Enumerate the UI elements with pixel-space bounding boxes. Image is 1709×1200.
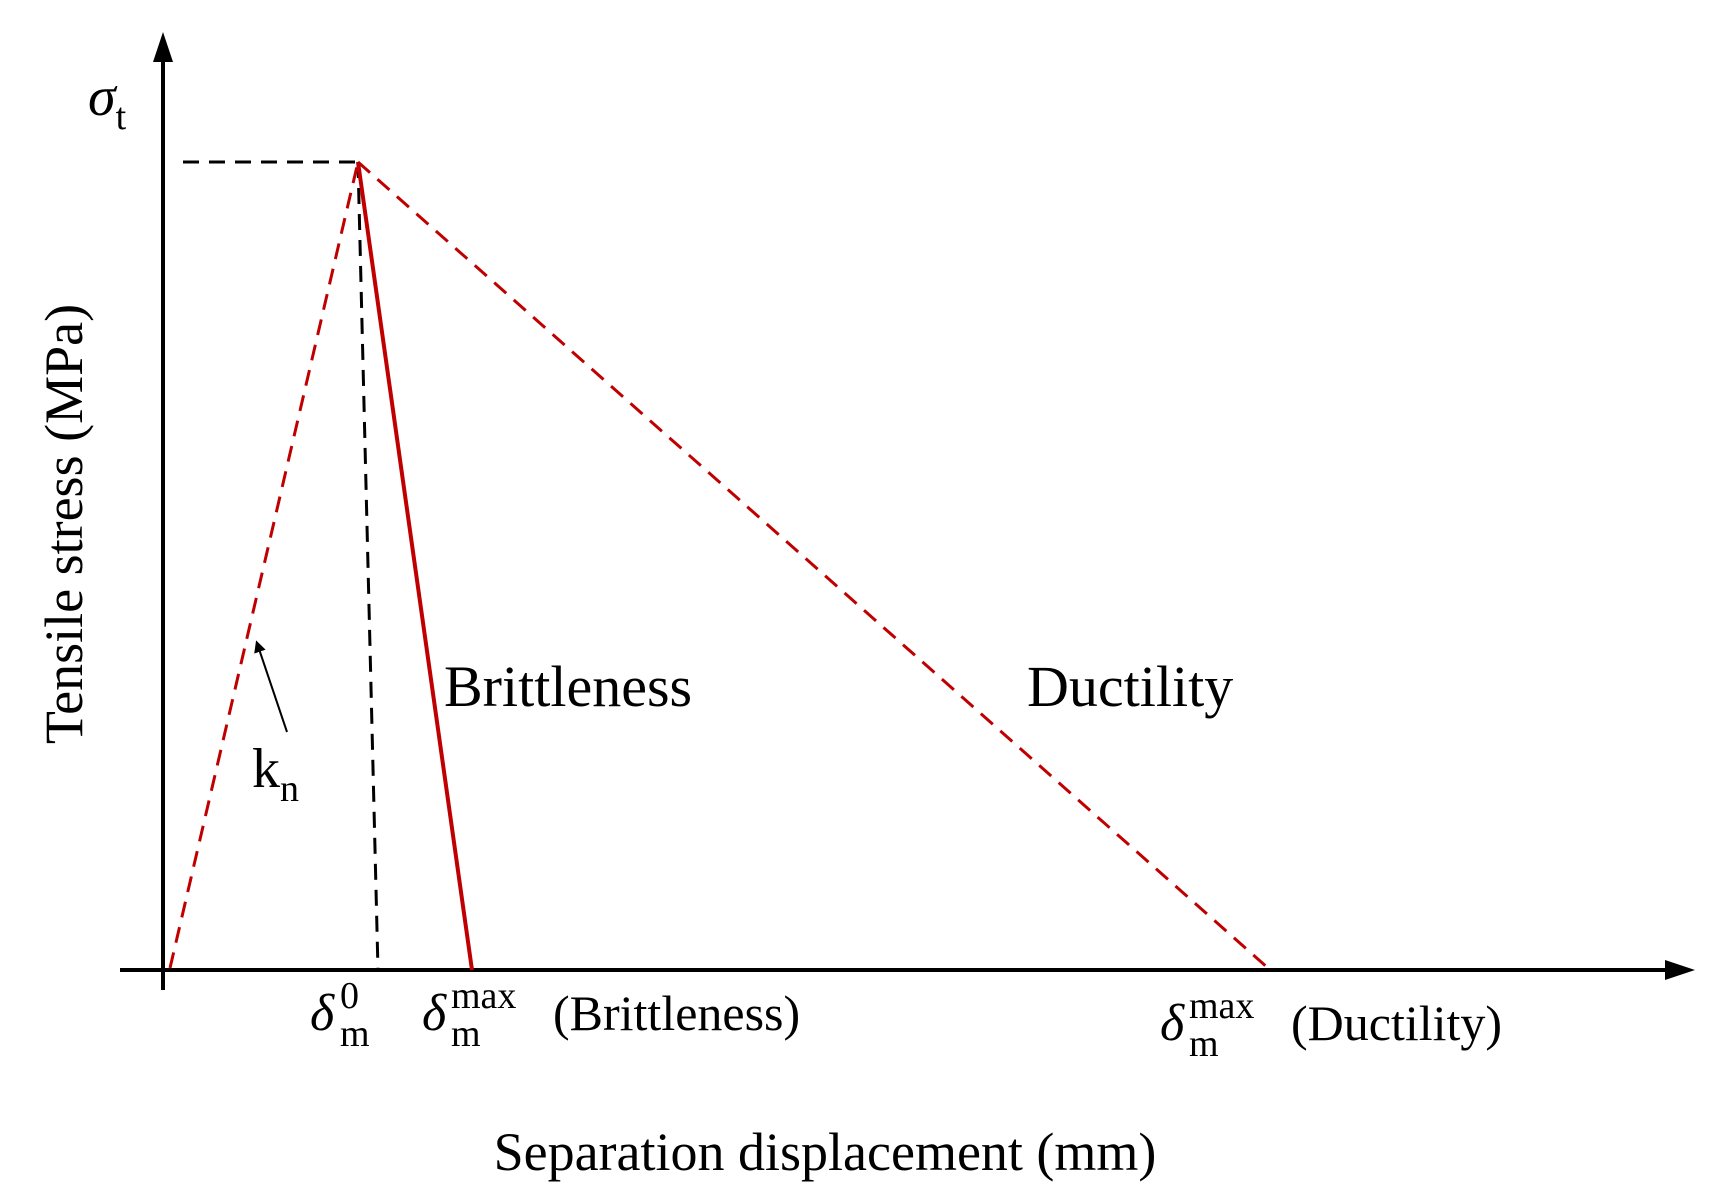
brittleness-label: Brittleness xyxy=(444,654,692,719)
tick-delta-m-max-brittleness: δ max m (Brittleness) xyxy=(422,975,800,1055)
svg-text:δ: δ xyxy=(422,985,447,1042)
tick-delta-m-max-ductility: δ max m (Ductility) xyxy=(1160,985,1502,1065)
svg-text:0: 0 xyxy=(340,975,359,1017)
brittle-softening-line xyxy=(356,161,474,971)
x-axis-arrow-icon xyxy=(1665,960,1695,980)
svg-text:m: m xyxy=(1189,1023,1219,1065)
svg-text:δ: δ xyxy=(1160,995,1185,1052)
tick-delta-m-0: δ 0 m xyxy=(310,975,370,1055)
svg-text:(Brittleness): (Brittleness) xyxy=(553,985,800,1041)
svg-text:max: max xyxy=(451,975,516,1017)
svg-text:(Ductility): (Ductility) xyxy=(1291,995,1502,1051)
svg-text:m: m xyxy=(451,1013,481,1055)
ductile-softening-line xyxy=(357,160,1269,970)
peak-vertical-guide xyxy=(356,161,380,971)
y-axis-symbol: σt xyxy=(88,66,127,138)
svg-text:m: m xyxy=(340,1013,370,1055)
elastic-loading-line xyxy=(168,161,360,969)
y-axis-label: Tensile stress (MPa) xyxy=(34,304,94,744)
x-axis-label: Separation displacement (mm) xyxy=(494,1122,1157,1182)
svg-text:δ: δ xyxy=(310,985,335,1042)
svg-text:max: max xyxy=(1189,985,1254,1027)
stiffness-pointer-arrow xyxy=(254,640,288,733)
ductility-label: Ductility xyxy=(1027,654,1233,719)
stiffness-label: kn xyxy=(252,738,299,810)
y-axis-arrow-icon xyxy=(153,32,173,62)
